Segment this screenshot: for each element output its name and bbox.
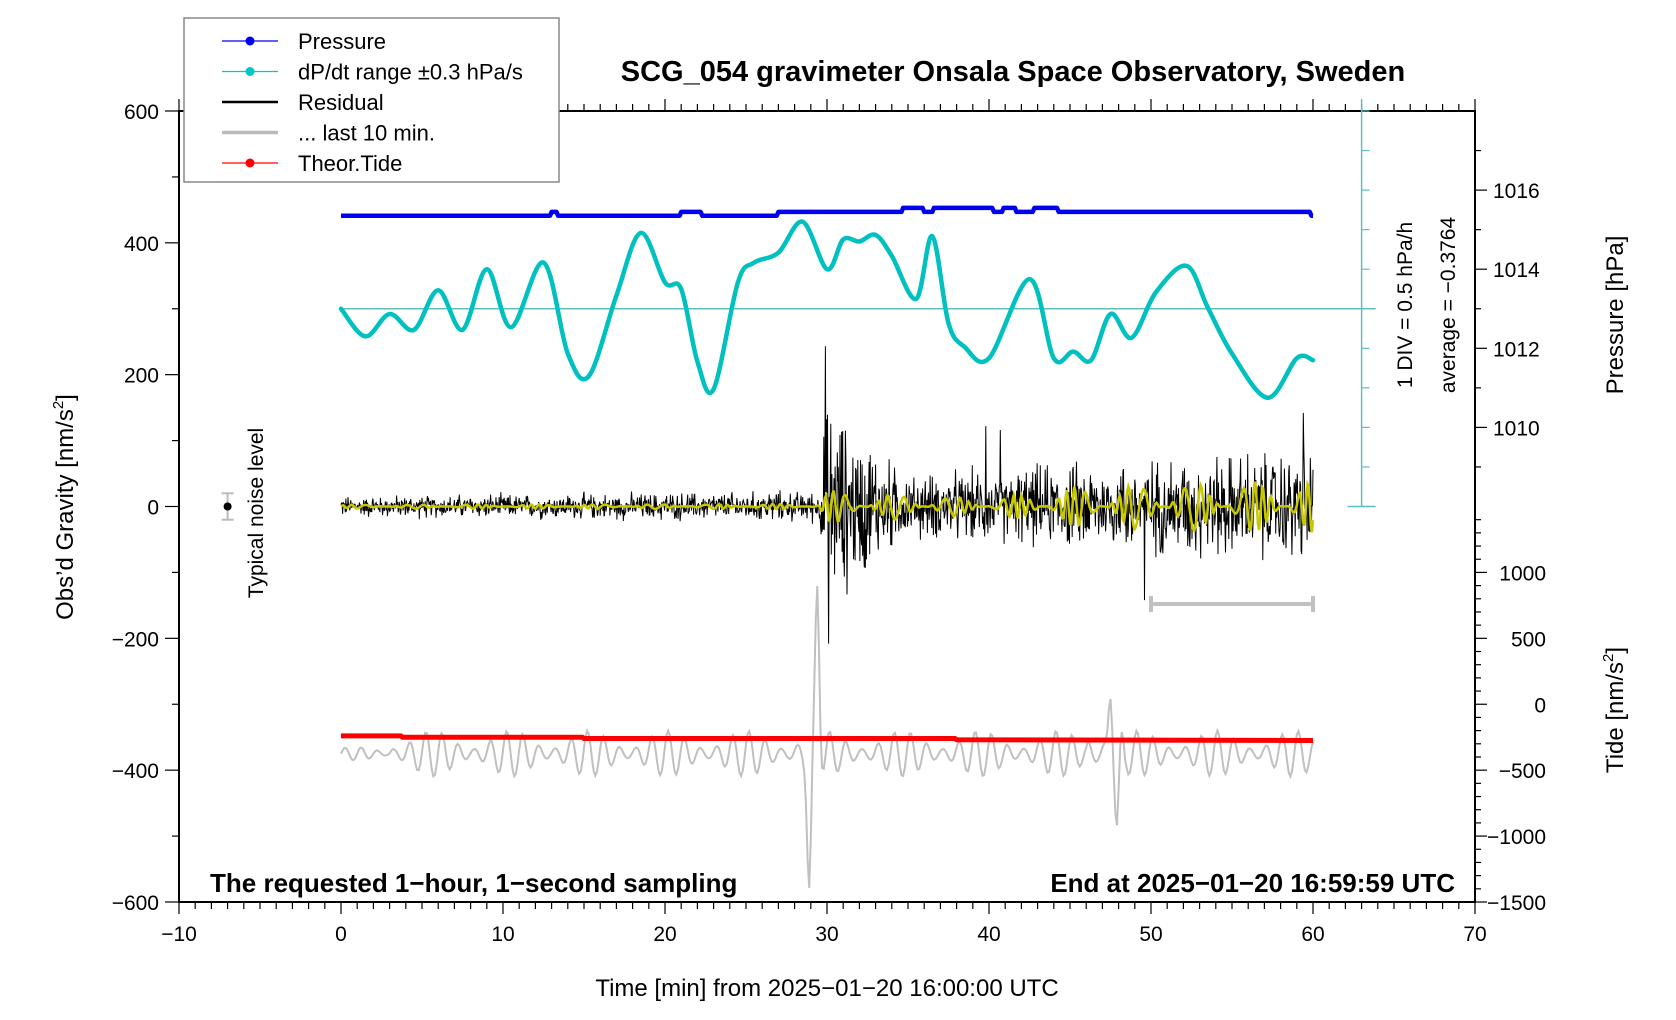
y-axis-label-left-end: ] <box>52 394 79 401</box>
y-axis-label-tide-end: ] <box>1602 647 1629 654</box>
tide-tick-label: 1000 <box>1499 562 1546 585</box>
x-tick-label: 20 <box>653 923 676 946</box>
residual-filtered-line <box>340 479 1315 533</box>
y-axis-label-left: Obs’d Gravity [nm/s2] <box>50 394 79 620</box>
y-axis-label-tide-text: Tide [nm/s <box>1602 662 1629 773</box>
tide-tick-label: −500 <box>1499 760 1546 783</box>
y-tick-label: 400 <box>124 233 159 256</box>
average-annotation: average = −0.3764 <box>1437 217 1460 394</box>
tick-marks: −10 0 10 20 30 40 50 60 70 −600 −400 −200 0 200 400 600… <box>112 99 1546 946</box>
y-axis-label-tide-sup: 2 <box>1600 654 1617 662</box>
residual-line <box>340 346 1314 644</box>
bottom-left-annotation: The requested 1−hour, 1−second sampling <box>210 868 737 898</box>
pressure-tick-label: 1014 <box>1493 259 1540 282</box>
x-tick-label: 30 <box>815 923 838 946</box>
x-tick-label: −10 <box>161 923 197 946</box>
pressure-line <box>341 205 1314 219</box>
x-axis-label: Time [min] from 2025−01−20 16:00:00 UTC <box>595 975 1058 1002</box>
legend-label: ... last 10 min. <box>298 121 435 146</box>
legend-box <box>183 17 560 183</box>
legend-swatch-marker <box>245 67 255 76</box>
x-tick-label: 10 <box>491 923 514 946</box>
y-tick-label: 600 <box>124 101 159 124</box>
y-tick-label: −200 <box>112 628 159 651</box>
y-axis-label-pressure: Pressure [hPa] <box>1602 236 1629 395</box>
theoretical-tide-line <box>341 733 1314 743</box>
y-axis-label-left-sup: 2 <box>50 401 67 409</box>
pressure-tick-label: 1012 <box>1493 338 1540 361</box>
bottom-right-annotation: End at 2025−01−20 16:59:59 UTC <box>1050 868 1455 898</box>
dpdt-curve <box>338 219 1316 400</box>
legend: Pressure dP/dt range ±0.3 hPa/s Residual..… <box>183 17 560 183</box>
legend-label: Pressure <box>298 29 386 54</box>
div-scale-annotation: 1 DIV = 0.5 hPa/h <box>1394 222 1417 388</box>
y-tick-label: −400 <box>112 760 159 783</box>
x-tick-label: 40 <box>977 923 1000 946</box>
noise-level-label: Typical noise level <box>245 428 268 598</box>
x-tick-label: 0 <box>335 923 347 946</box>
legend-swatch-marker <box>245 158 255 168</box>
y-tick-label: −600 <box>112 892 159 915</box>
tide-tick-label: −1000 <box>1487 826 1546 849</box>
legend-label: dP/dt range ±0.3 hPa/s <box>298 60 523 85</box>
pressure-tick-label: 1010 <box>1493 417 1540 440</box>
x-tick-label: 70 <box>1463 923 1486 946</box>
legend-swatch-marker <box>245 36 255 46</box>
y-tick-label: 0 <box>147 497 159 520</box>
chart-title: SCG_054 gravimeter Onsala Space Observat… <box>621 56 1405 88</box>
x-tick-label: 50 <box>1139 923 1162 946</box>
y-axis-label-tide: Tide [nm/s2] <box>1600 647 1629 773</box>
tide-tick-label: 0 <box>1534 694 1546 717</box>
tide-tick-label: 500 <box>1511 628 1546 651</box>
tide-tick-label: −1500 <box>1487 892 1546 915</box>
y-tick-label: 200 <box>124 365 159 388</box>
legend-label: Residual <box>298 90 384 115</box>
noise-level-point <box>223 502 232 511</box>
legend-label: Theor.Tide <box>298 151 402 176</box>
y-axis-label-left-text: Obs’d Gravity [nm/s <box>52 409 79 620</box>
pressure-tick-label: 1016 <box>1493 180 1540 203</box>
x-tick-label: 60 <box>1301 923 1324 946</box>
data-layer <box>221 99 1376 888</box>
